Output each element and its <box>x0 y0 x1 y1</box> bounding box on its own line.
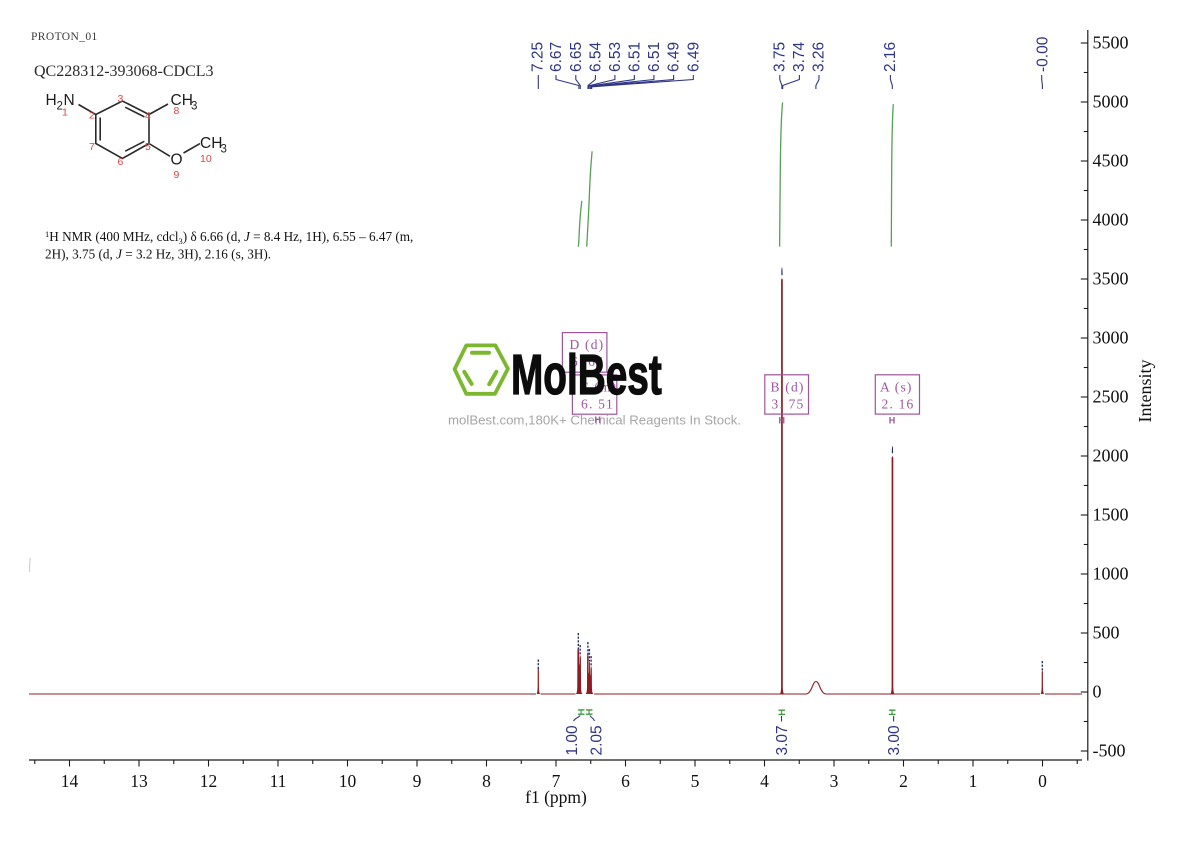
svg-text:5500: 5500 <box>1093 33 1129 53</box>
svg-text:3.74: 3.74 <box>791 41 808 72</box>
svg-text:H: H <box>777 709 788 716</box>
svg-text:O: O <box>171 152 183 169</box>
svg-text:7: 7 <box>89 141 95 153</box>
svg-text:4: 4 <box>760 771 769 791</box>
svg-text:6.51: 6.51 <box>626 42 643 72</box>
svg-text:6. 51: 6. 51 <box>581 397 614 412</box>
svg-text:H: H <box>595 415 602 425</box>
svg-text:MolBest: MolBest <box>511 344 662 407</box>
svg-text:7.25: 7.25 <box>530 42 547 72</box>
svg-text:6.49: 6.49 <box>666 42 683 72</box>
svg-text:3.75: 3.75 <box>772 42 789 72</box>
svg-text:10: 10 <box>339 771 357 791</box>
svg-text:6.67: 6.67 <box>548 42 565 72</box>
svg-text:Intensity: Intensity <box>1135 360 1155 423</box>
svg-text:1H NMR (400 MHz, cdcl3) δ 6.66: 1H NMR (400 MHz, cdcl3) δ 6.66 (d, J = 8… <box>45 229 413 246</box>
svg-text:6.49: 6.49 <box>685 42 702 72</box>
svg-text:1500: 1500 <box>1093 505 1129 525</box>
svg-text:1000: 1000 <box>1093 564 1129 584</box>
svg-text:10: 10 <box>200 153 212 165</box>
svg-text:7: 7 <box>552 771 561 791</box>
svg-text:6: 6 <box>118 156 124 168</box>
svg-text:-500: -500 <box>1093 741 1126 761</box>
svg-text:3: 3 <box>191 101 197 113</box>
svg-text:8: 8 <box>482 771 491 791</box>
svg-text:H: H <box>585 709 596 716</box>
svg-text:1: 1 <box>969 771 978 791</box>
svg-text:3: 3 <box>221 144 227 156</box>
svg-text:3.07: 3.07 <box>774 725 791 755</box>
svg-text:3. 75: 3. 75 <box>772 397 805 412</box>
svg-text:4: 4 <box>145 110 151 122</box>
svg-text:6.51: 6.51 <box>646 42 663 72</box>
svg-text:6.53: 6.53 <box>607 42 624 72</box>
svg-text:6: 6 <box>621 771 630 791</box>
svg-text:0: 0 <box>1038 771 1047 791</box>
svg-text:1.00: 1.00 <box>564 725 581 756</box>
svg-text:CH: CH <box>171 92 193 109</box>
svg-text:3.26: 3.26 <box>811 42 828 72</box>
svg-text:PROTON_01: PROTON_01 <box>31 31 98 43</box>
svg-text:6. 66: 6. 66 <box>571 354 604 369</box>
svg-text:B (d): B (d) <box>771 380 805 395</box>
svg-text:2: 2 <box>57 101 63 113</box>
svg-text:H: H <box>889 416 896 426</box>
svg-text:0: 0 <box>1093 682 1102 702</box>
svg-text:5: 5 <box>691 771 700 791</box>
svg-text:12: 12 <box>200 771 218 791</box>
svg-text:molBest.com,180K+ Chemical Rea: molBest.com,180K+ Chemical Reagents In S… <box>448 413 741 428</box>
svg-text:f1 (ppm): f1 (ppm) <box>525 787 587 807</box>
svg-text:5000: 5000 <box>1093 92 1129 112</box>
svg-text:11: 11 <box>270 771 287 791</box>
svg-text:14: 14 <box>61 771 79 791</box>
svg-text:2. 16: 2. 16 <box>882 397 915 412</box>
svg-text:3: 3 <box>830 771 839 791</box>
svg-text:H: H <box>576 709 587 716</box>
svg-text:3: 3 <box>118 93 124 105</box>
svg-text:2.16: 2.16 <box>882 42 899 72</box>
svg-text:2: 2 <box>89 110 95 122</box>
svg-text:4500: 4500 <box>1093 151 1129 171</box>
svg-text:2: 2 <box>899 771 908 791</box>
svg-text:A (s): A (s) <box>880 380 913 395</box>
svg-text:2500: 2500 <box>1093 387 1129 407</box>
svg-text:6.54: 6.54 <box>588 41 605 72</box>
svg-text:CH: CH <box>200 135 222 152</box>
svg-text:2000: 2000 <box>1093 446 1129 466</box>
svg-text:2.05: 2.05 <box>588 725 605 755</box>
svg-text:C (m): C (m) <box>580 380 618 395</box>
svg-text:H: H <box>46 92 57 109</box>
svg-text:D (d): D (d) <box>570 337 605 352</box>
svg-text:H: H <box>779 416 786 426</box>
svg-text:3500: 3500 <box>1093 269 1129 289</box>
svg-text:6.65: 6.65 <box>568 42 585 72</box>
svg-text:13: 13 <box>130 771 148 791</box>
svg-text:3.00: 3.00 <box>886 725 903 756</box>
svg-text:5: 5 <box>145 141 151 153</box>
svg-text:3000: 3000 <box>1093 328 1129 348</box>
svg-text:8: 8 <box>174 105 180 117</box>
svg-text:9: 9 <box>413 771 422 791</box>
svg-text:QC228312-393068-CDCL3: QC228312-393068-CDCL3 <box>34 63 214 80</box>
svg-text:2H), 3.75 (d, J = 3.2 Hz, 3H),: 2H), 3.75 (d, J = 3.2 Hz, 3H), 2.16 (s, … <box>45 247 271 262</box>
svg-text:H: H <box>887 709 898 716</box>
svg-text:4000: 4000 <box>1093 210 1129 230</box>
svg-text:500: 500 <box>1093 623 1120 643</box>
svg-text:9: 9 <box>174 169 180 181</box>
svg-text:-0.00: -0.00 <box>1035 36 1052 72</box>
svg-text:N: N <box>64 92 75 109</box>
svg-text:1: 1 <box>62 107 68 119</box>
